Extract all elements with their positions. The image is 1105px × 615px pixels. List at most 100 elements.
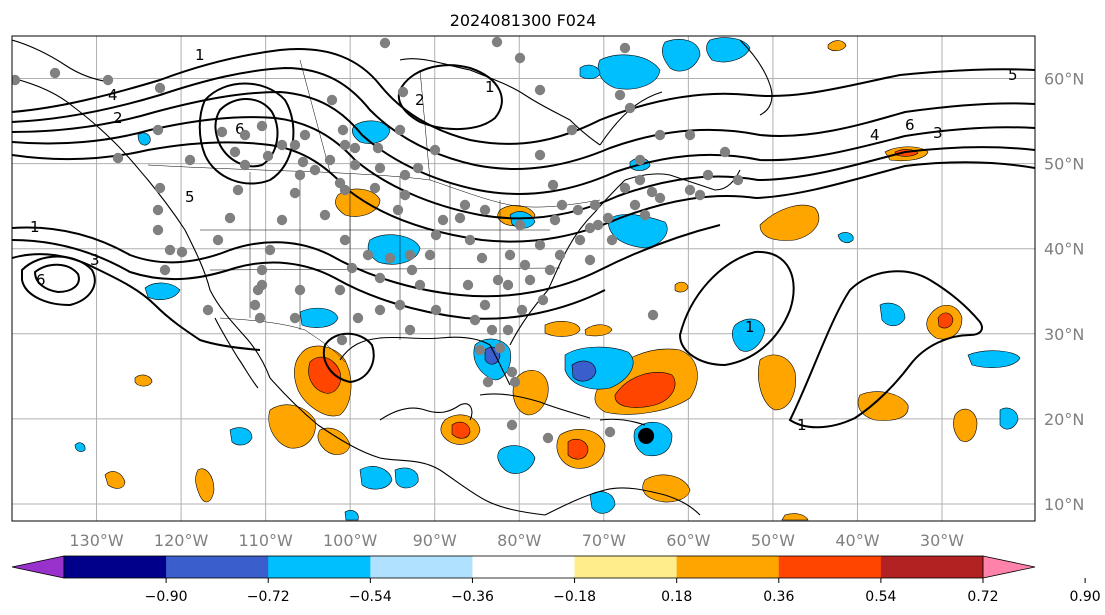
contour-label-4: 4: [108, 86, 118, 104]
anomaly-area-central-america-c: [394, 467, 419, 489]
coastline-canada-east: [624, 169, 741, 191]
station-dot-99: [614, 89, 626, 101]
station-dot-27: [294, 169, 306, 181]
station-dot-75: [534, 239, 546, 251]
station-dot-114: [604, 426, 616, 438]
station-dot-53: [424, 249, 436, 261]
station-dot-123: [369, 182, 381, 194]
station-dot-107: [394, 124, 406, 136]
colorbar-segment-0: [64, 556, 167, 578]
station-dot-85: [629, 199, 641, 211]
station-dot-49: [374, 272, 386, 284]
station-dot-120: [262, 150, 274, 162]
lat-tick-label-5: 10°N: [1044, 495, 1084, 514]
station-dot-77: [556, 199, 568, 211]
station-dot-130: [412, 162, 424, 174]
coastline-mexico: [269, 377, 546, 516]
station-dot-105: [379, 37, 391, 49]
anomaly-area-greenland-south: [827, 40, 847, 52]
anomaly-area-newfoundland: [607, 214, 668, 249]
station-dot-98: [624, 102, 636, 114]
lon-tick-label-10: 30°W: [920, 531, 964, 550]
anomaly-area-east-pacific-small: [104, 471, 126, 489]
anomaly-core-bahamas: [571, 360, 597, 382]
station-dot-3: [154, 82, 166, 94]
station-dot-119: [229, 146, 241, 158]
map-frame: [11, 35, 1036, 522]
station-dot-109: [482, 376, 494, 388]
anomaly-area-east-atlantic-south: [758, 354, 796, 411]
station-dot-23: [337, 124, 349, 136]
station-dot-26: [309, 164, 321, 176]
anomaly-area-west-mexico: [268, 404, 316, 449]
anomaly-core-central-atlantic: [614, 372, 676, 408]
station-dot-22: [326, 94, 338, 106]
border-us-mexico: [219, 317, 346, 363]
station-dot-11: [176, 246, 188, 258]
station-dot-137: [519, 259, 531, 271]
anomaly-area-bermuda: [584, 324, 613, 337]
anomaly-area-labrador: [597, 54, 661, 90]
anomaly-area-bc-coast: [137, 132, 151, 146]
station-dot-65: [464, 234, 476, 246]
station-dot-38: [339, 234, 351, 246]
lon-tick-label-4: 90°W: [413, 531, 457, 550]
contour-line-5: [12, 141, 1035, 243]
station-dot-24: [349, 142, 361, 154]
station-dot-4: [152, 124, 164, 136]
station-dot-48: [406, 264, 418, 276]
station-dot-28: [289, 187, 301, 199]
colorbar-tick-label-1: −0.72: [247, 589, 290, 605]
lon-tick-label-6: 70°W: [582, 531, 626, 550]
station-dot-124: [224, 212, 236, 224]
colorbar-tick-label-2: −0.54: [349, 589, 392, 605]
station-dot-33: [249, 299, 261, 311]
contour-label-5: 5: [185, 188, 195, 206]
station-dot-61: [429, 144, 441, 156]
station-dot-108: [372, 142, 384, 154]
anomaly-area-cuba: [512, 370, 549, 416]
station-dot-30: [264, 244, 276, 256]
contour-line-2: [12, 66, 1035, 170]
station-dot-82: [602, 212, 614, 224]
station-dot-1: [49, 67, 61, 79]
station-dot-78: [572, 204, 584, 216]
coastline-gulf-of-mexico: [339, 336, 511, 386]
station-dot-79: [574, 234, 586, 246]
contour-label-1c: 1: [745, 318, 755, 336]
station-dot-118: [216, 126, 228, 138]
anomaly-area-cape-verde: [953, 408, 978, 442]
anomaly-core-honduras: [451, 421, 471, 439]
station-dot-8: [152, 204, 164, 216]
border-state-h2: [209, 267, 561, 271]
longitude-tick-labels: 130°W 120°W 110°W 100°W 90°W 80°W 70°W 60°W 50°W…: [69, 531, 964, 550]
station-dot-41: [336, 334, 348, 346]
colorbar: −0.90 −0.72 −0.54 −0.36 −0.18 0.18 0.36 0.54 0.7…: [11, 555, 1101, 605]
contour-label-1e: 1: [195, 46, 205, 64]
coastline-baja: [214, 317, 259, 389]
contour-label-3: 3: [933, 124, 943, 142]
station-dot-84: [619, 182, 631, 194]
latitude-tick-labels: 60°N 50°N 40°N 30°N 20°N 10°N: [1044, 70, 1084, 514]
map-panel: 1 2 3 4 5 6 1 1 1 6 6 5 4 3 2 1: [12, 36, 1035, 521]
contour-label-2b: 2: [415, 91, 425, 109]
station-dot-29: [276, 214, 288, 226]
contour-label-2: 2: [113, 109, 123, 127]
anomaly-area-canary: [967, 350, 1021, 368]
colorbar-segment-1: [166, 556, 269, 578]
station-dot-129: [476, 252, 488, 264]
anomaly-area-west-pacific-small: [229, 427, 253, 446]
anomaly-area-hudson: [579, 64, 601, 80]
station-dot-88: [639, 209, 651, 221]
anomaly-core-east-atlantic-30n: [937, 312, 954, 329]
station-dot-68: [486, 324, 498, 336]
colorbar-outline: [63, 555, 984, 579]
station-dot-44: [394, 299, 406, 311]
station-dot-36: [289, 312, 301, 324]
station-dot-55: [392, 204, 404, 216]
contour-label-1b: 1: [485, 78, 495, 96]
colorbar-segment-5: [574, 556, 678, 578]
coastline-hudson-bay: [399, 58, 601, 146]
contour-line-4: [12, 116, 1035, 220]
